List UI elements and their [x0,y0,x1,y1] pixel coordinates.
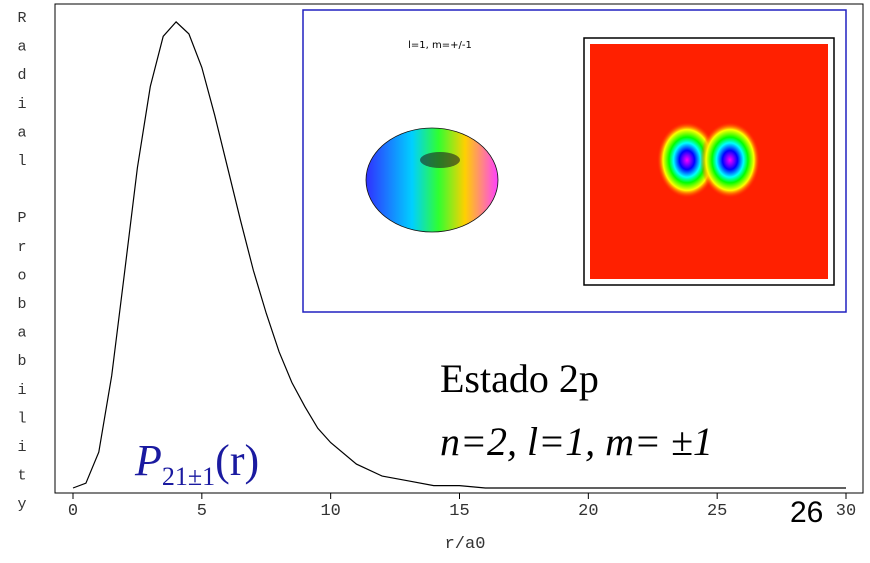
y-axis-label: Radial Probability [14,10,31,525]
formula-subscript: 21±1 [162,462,215,491]
annotation: n=2, l=1, m= ±1 [440,419,713,464]
x-tick-label: 0 [68,502,78,521]
x-tick-label: 10 [320,502,340,521]
x-tick-label: 15 [449,502,469,521]
x-tick-label: 5 [197,502,207,521]
formula-symbol: P [134,436,162,485]
inset-label: l=1, m=+/-1 [408,40,472,51]
orbital-hole [420,152,460,168]
x-tick-label: 30 [836,502,856,521]
density-lobe [700,122,760,198]
line [72,21,846,489]
formula: P21±1(r) [134,436,259,491]
inset: l=1, m=+/-1 [302,9,847,313]
x-tick-label: 20 [578,502,598,521]
annotation: Estado 2p [440,356,599,401]
density-lobe [657,122,717,198]
orbital-surface [365,127,499,233]
x-axis-label: r/a0 [445,535,486,554]
slide-number: 26 [790,496,823,529]
formula-argument: (r) [215,436,259,485]
x-tick-label: 25 [707,502,727,521]
